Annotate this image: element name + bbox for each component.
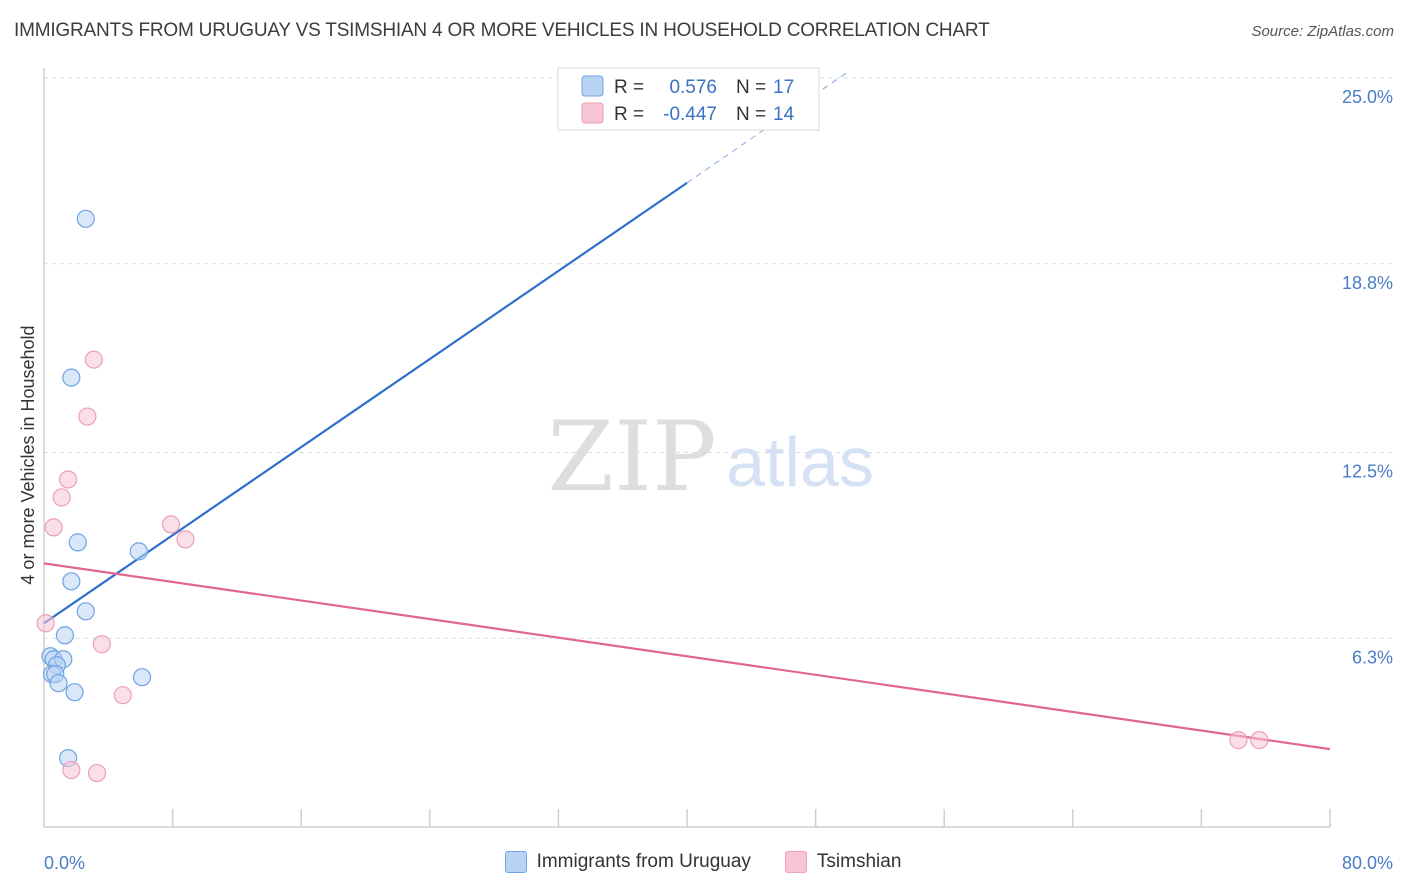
trend-line-uruguay <box>43 181 688 625</box>
correlation-legend: R = 0.576 N = 17 R = -0.447 N = 14 <box>557 67 820 131</box>
point-tsimshian <box>52 488 71 507</box>
point-tsimshian <box>59 470 78 489</box>
x-tick-label: 80.0% <box>1342 853 1393 873</box>
legend-r-value-1: 0.576 <box>669 77 717 98</box>
y-tick-label: 6.3% <box>1352 647 1393 667</box>
point-tsimshian <box>78 407 97 426</box>
legend-n-label-2: N = <box>736 104 766 125</box>
legend-swatch-tsimshian-bottom <box>784 851 807 873</box>
legend-item-uruguay: Immigrants from Uruguay <box>504 851 751 873</box>
legend-r-value-2: -0.447 <box>663 104 717 125</box>
tick-labels: 6.3% 12.5% 18.8% 25.0% 0.0% 80.0% <box>44 87 1393 873</box>
legend-r-label-1: R = <box>614 77 644 98</box>
point-uruguay <box>65 683 84 702</box>
point-tsimshian <box>176 530 195 549</box>
point-uruguay <box>132 668 152 687</box>
y-tick-label: 25.0% <box>1342 87 1393 107</box>
point-uruguay <box>49 674 68 693</box>
legend-r-label-2: R = <box>614 104 644 125</box>
point-tsimshian <box>1229 731 1248 750</box>
point-tsimshian <box>62 760 81 780</box>
point-uruguay <box>55 626 74 645</box>
point-tsimshian <box>161 515 181 534</box>
x-tick-label: 0.0% <box>44 853 85 873</box>
axes <box>43 68 1331 828</box>
legend-swatch-uruguay <box>581 75 604 97</box>
y-tick-label: 12.5% <box>1342 462 1393 482</box>
y-tick-label: 18.8% <box>1342 273 1393 293</box>
trend-line-tsimshian <box>43 562 1331 751</box>
point-tsimshian <box>36 614 55 633</box>
watermark-zip: ZIP <box>547 401 716 513</box>
y-axis-title: 4 or more Vehicles in Household <box>18 325 38 584</box>
trend-lines <box>43 71 1331 751</box>
point-uruguay <box>129 542 148 561</box>
chart-title: IMMIGRANTS FROM URUGUAY VS TSIMSHIAN 4 O… <box>14 20 990 41</box>
watermark-atlas: atlas <box>726 423 874 501</box>
point-tsimshian <box>84 350 103 369</box>
point-uruguay <box>62 572 81 591</box>
data-points <box>36 209 1269 783</box>
point-tsimshian <box>87 763 107 783</box>
legend-n-label-1: N = <box>736 77 766 98</box>
point-tsimshian <box>113 686 132 705</box>
point-tsimshian <box>44 518 63 537</box>
series-legend: Immigrants from Uruguay Tsimshian <box>0 851 1406 873</box>
point-uruguay <box>62 368 81 387</box>
legend-n-value-1: 17 <box>773 77 794 98</box>
legend-item-tsimshian: Tsimshian <box>784 851 902 873</box>
point-uruguay <box>76 209 95 228</box>
source-credit: Source: ZipAtlas.com <box>1251 23 1394 40</box>
legend-swatch-tsimshian <box>581 102 604 124</box>
legend-label-uruguay: Immigrants from Uruguay <box>536 851 751 872</box>
legend-label-tsimshian: Tsimshian <box>816 851 902 872</box>
watermark: ZIP atlas <box>547 401 874 513</box>
point-tsimshian <box>92 635 111 654</box>
point-uruguay <box>68 533 87 552</box>
legend-swatch-uruguay-bottom <box>504 851 527 873</box>
point-uruguay <box>76 602 95 621</box>
point-tsimshian <box>1250 731 1269 750</box>
grid <box>44 77 1392 639</box>
legend-n-value-2: 14 <box>773 104 795 125</box>
